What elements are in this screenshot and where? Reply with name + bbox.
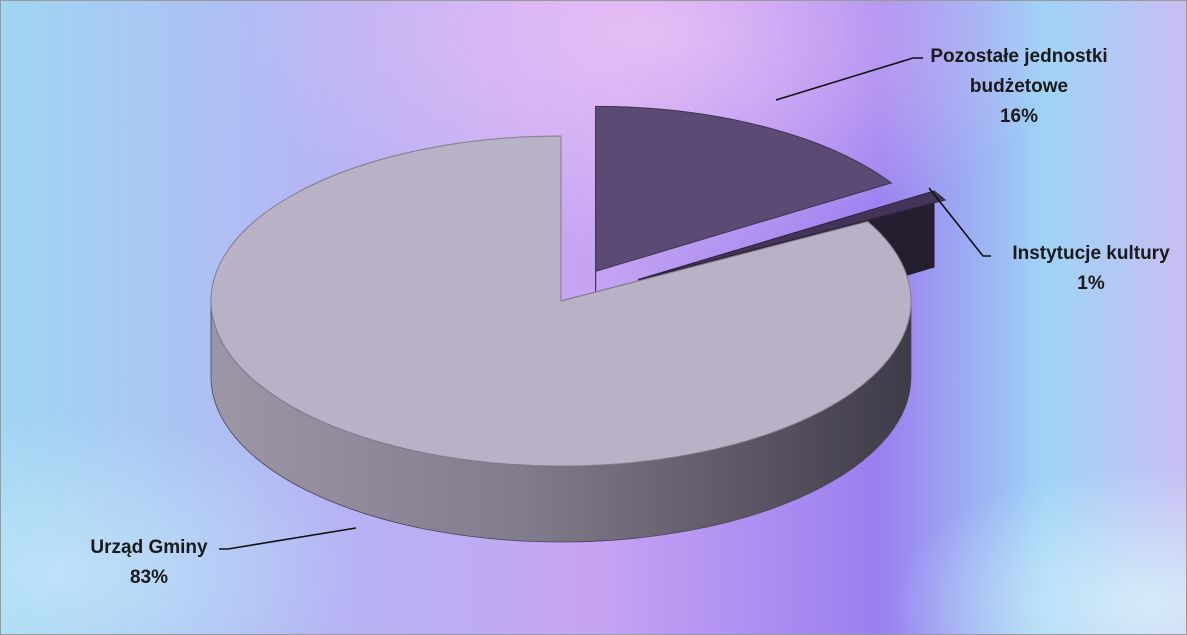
- leader-line-2: [928, 187, 991, 257]
- slice-label-1: Pozostałe jednostki budżetowe 16%: [930, 46, 1107, 127]
- slice-label-0: Urząd Gminy 83%: [90, 537, 208, 588]
- slice-label-2: Instytucje kultury 1%: [1012, 243, 1170, 294]
- leader-line-0: [219, 527, 357, 550]
- pie-slice-0: [210, 135, 912, 543]
- leader-line-1: [775, 57, 923, 101]
